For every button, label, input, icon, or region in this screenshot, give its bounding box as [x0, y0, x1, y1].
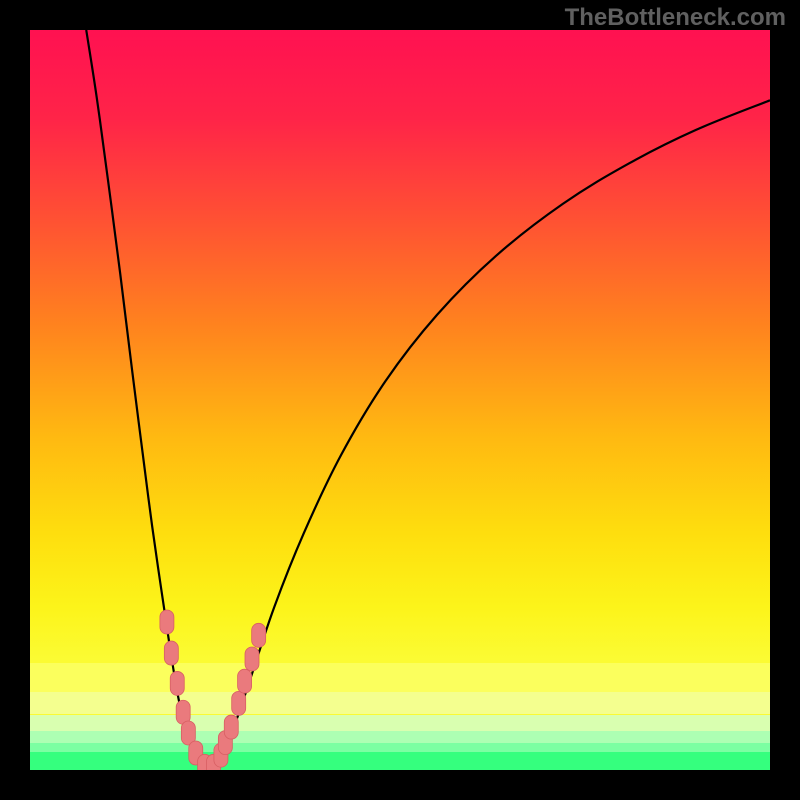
data-marker — [238, 669, 252, 693]
outer-frame: TheBottleneck.com — [0, 0, 800, 800]
data-marker — [245, 647, 259, 671]
data-markers-group — [160, 610, 266, 770]
chart-svg — [30, 30, 770, 770]
data-marker — [224, 715, 238, 739]
bottleneck-curve-left — [86, 30, 207, 770]
data-marker — [160, 610, 174, 634]
watermark-text: TheBottleneck.com — [565, 4, 786, 32]
data-marker — [170, 671, 184, 695]
data-marker — [232, 691, 246, 715]
bottleneck-curve-right — [208, 100, 770, 770]
data-marker — [252, 623, 266, 647]
plot-area — [30, 30, 770, 770]
data-marker — [164, 641, 178, 665]
